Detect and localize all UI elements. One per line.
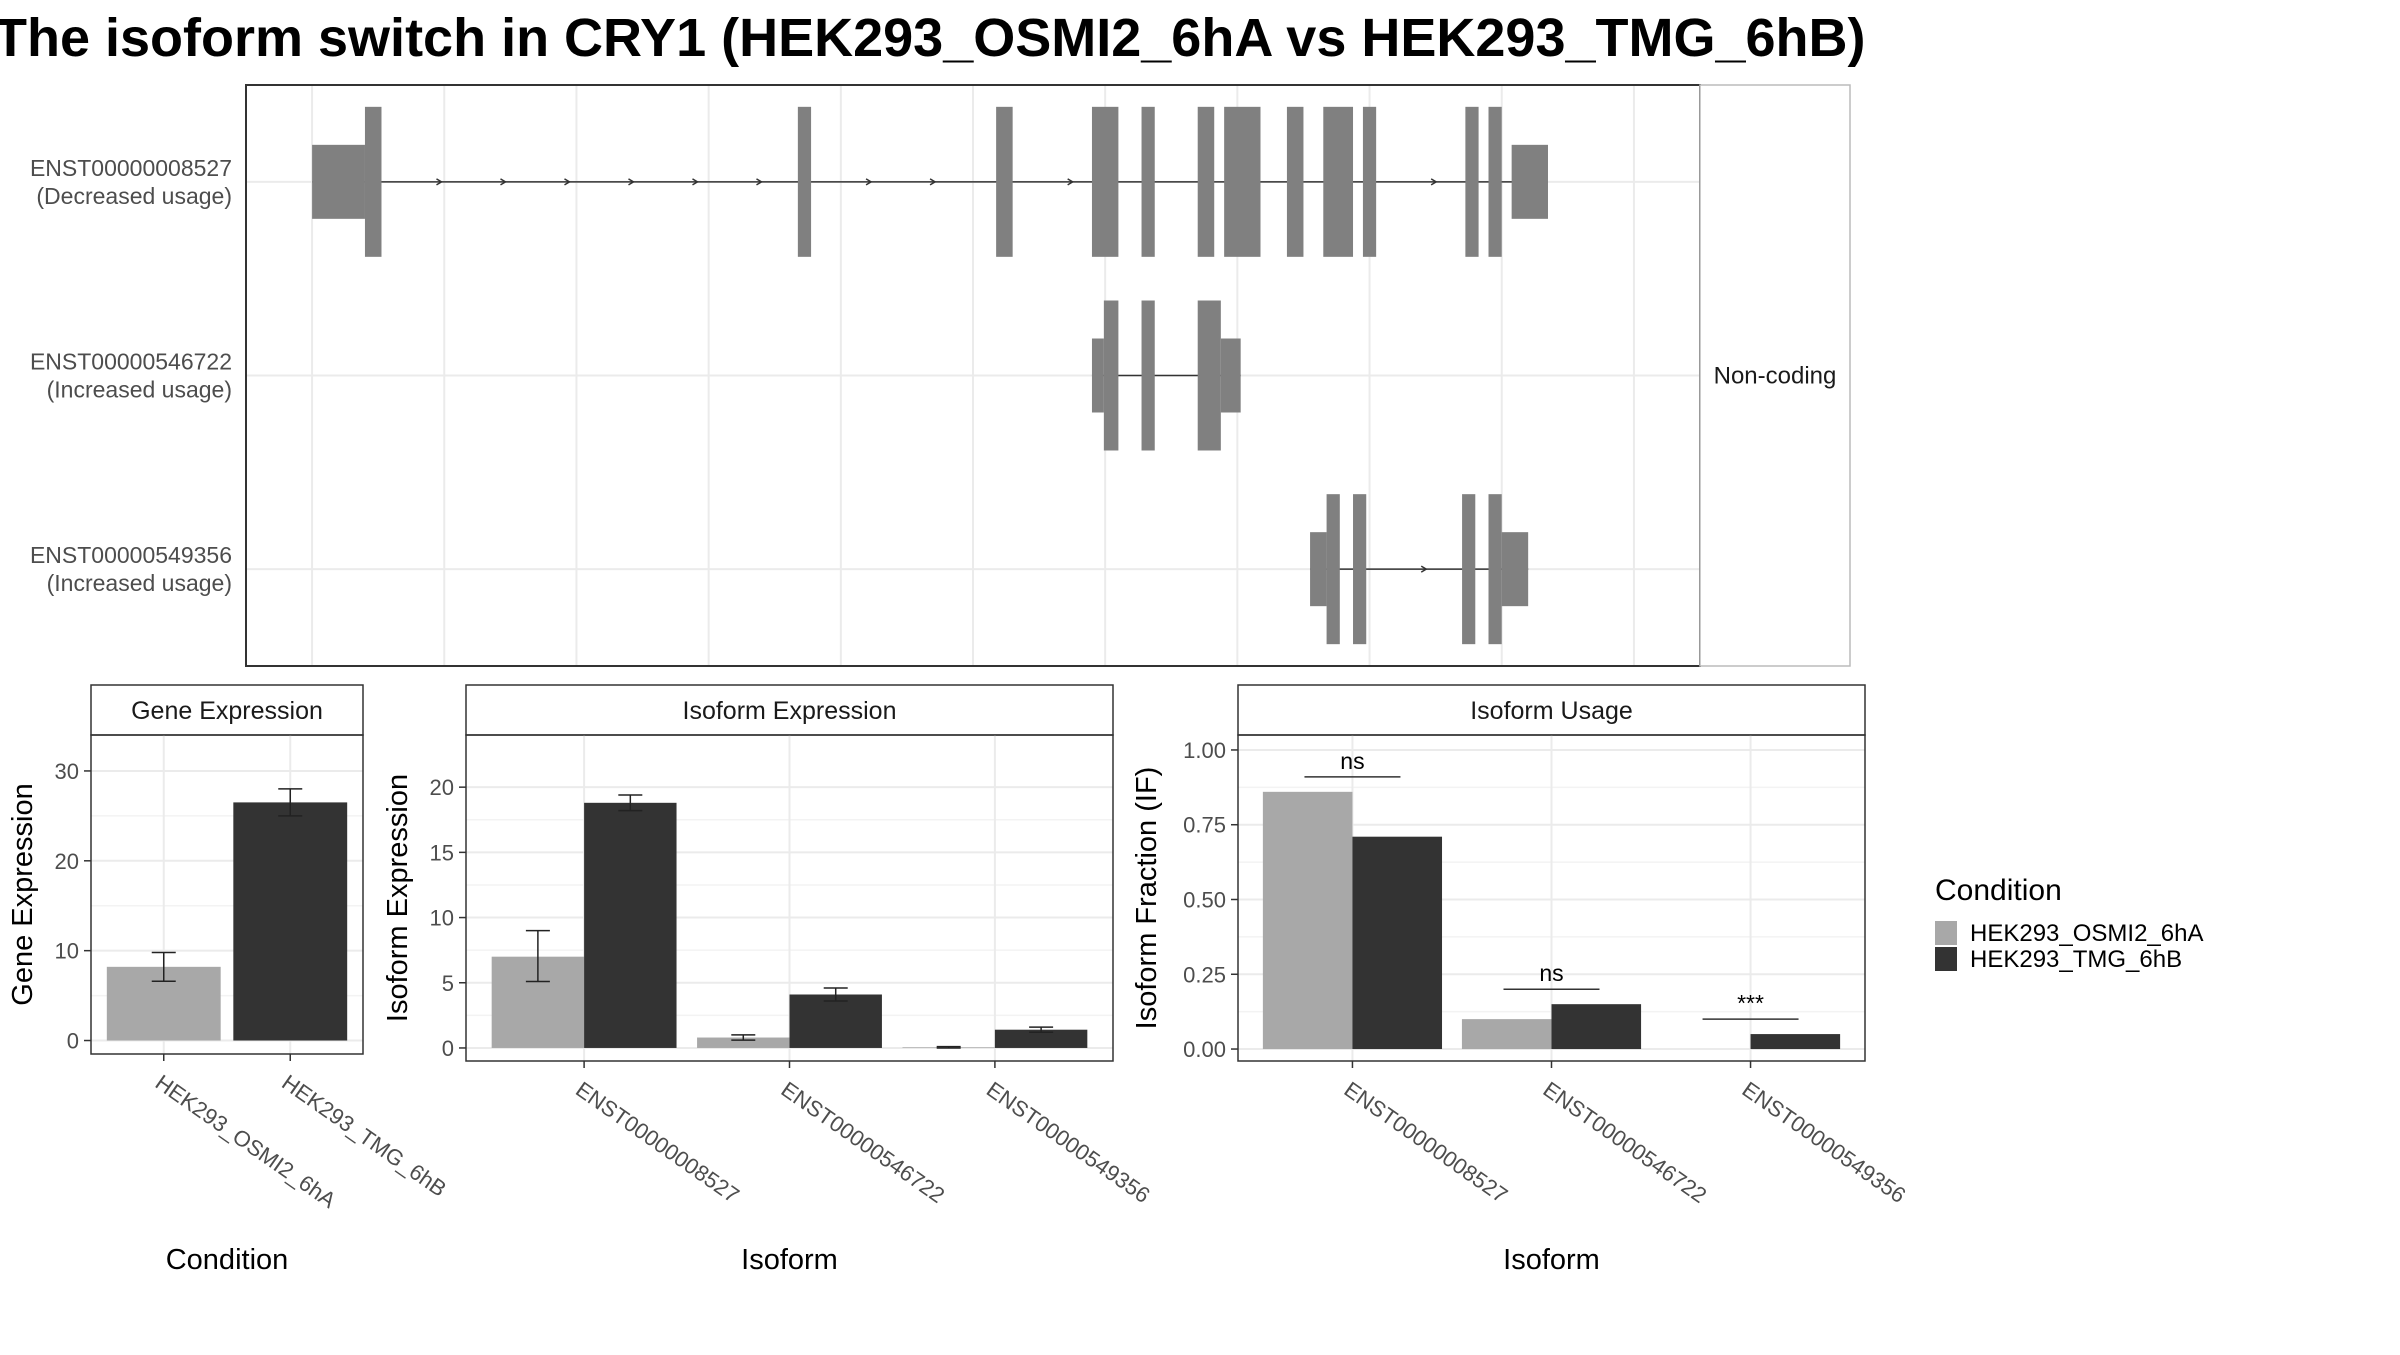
exon (1197, 106, 1215, 257)
exon (996, 106, 1013, 257)
transcript-label: ENST00000546722 (30, 349, 232, 375)
y-tick-label: 30 (55, 759, 79, 784)
exon (1465, 106, 1479, 257)
transcript-usage-label: (Decreased usage) (36, 183, 232, 209)
bar (1262, 791, 1353, 1050)
exon (1224, 106, 1261, 257)
x-axis-title: Condition (166, 1244, 289, 1276)
exon (1353, 494, 1367, 645)
transcript-label: ENST00000549356 (30, 542, 232, 568)
significance-label: ns (1340, 748, 1364, 774)
facet-label: Non-coding (1714, 363, 1837, 390)
significance-label: ns (1539, 960, 1563, 986)
x-tick-label: ENST00000008527 (1340, 1077, 1513, 1208)
exon (1091, 106, 1119, 257)
intron-arrow (1067, 178, 1075, 186)
exon (1362, 106, 1377, 257)
intron-arrow (1430, 178, 1438, 186)
x-tick-label: ENST00000546722 (1539, 1077, 1712, 1208)
y-tick-label: 0.75 (1183, 813, 1226, 838)
intron-arrow (500, 178, 507, 186)
panel-title: Isoform Expression (683, 697, 897, 725)
y-tick-label: 0.25 (1183, 962, 1226, 987)
panel-title: Isoform Usage (1470, 697, 1633, 725)
intron-arrow (628, 178, 635, 186)
y-axis-title: Isoform Expression (382, 774, 414, 1022)
transcript-usage-label: (Increased usage) (47, 377, 232, 403)
bar (789, 994, 882, 1048)
x-tick-label: ENST00000549356 (982, 1077, 1155, 1208)
y-tick-label: 20 (55, 849, 79, 874)
exon (364, 106, 382, 257)
intron-arrow (692, 178, 699, 186)
intron-arrow (564, 178, 571, 186)
exon (1310, 532, 1327, 607)
exon (1323, 106, 1354, 257)
y-tick-label: 20 (430, 775, 454, 800)
bar (1750, 1034, 1841, 1050)
y-axis-title: Gene Expression (7, 783, 39, 1005)
y-tick-label: 10 (55, 939, 79, 964)
legend-title: Condition (1935, 874, 2062, 907)
exon (1141, 300, 1155, 451)
bar (1551, 1004, 1642, 1050)
x-tick-label: ENST00000546722 (777, 1077, 950, 1208)
y-tick-label: 0.50 (1183, 887, 1226, 912)
exon (1286, 106, 1304, 257)
y-tick-label: 0 (67, 1029, 79, 1054)
bar (1461, 1019, 1552, 1050)
panel-border (90, 734, 364, 1055)
intron-arrow (865, 178, 873, 186)
bar (584, 802, 677, 1048)
exon (1103, 300, 1119, 451)
exon (1511, 144, 1548, 219)
exon (1326, 494, 1340, 645)
x-axis-title: Isoform (741, 1244, 838, 1276)
exon (1091, 338, 1104, 413)
legend-label: HEK293_OSMI2_6hA (1970, 920, 2203, 947)
chart-title: The isoform switch in CRY1 (HEK293_OSMI2… (0, 8, 1866, 68)
exon (1462, 494, 1476, 645)
y-tick-label: 1.00 (1183, 738, 1226, 763)
y-tick-label: 10 (430, 906, 454, 931)
x-tick-label: ENST00000549356 (1738, 1077, 1911, 1208)
bar (1352, 836, 1443, 1050)
x-tick-label: ENST00000008527 (571, 1077, 744, 1208)
transcript-usage-label: (Increased usage) (47, 570, 232, 596)
intron-arrow (756, 178, 763, 186)
significance-label: *** (1737, 990, 1764, 1016)
bar (994, 1029, 1088, 1048)
exon (1197, 300, 1221, 451)
intron-arrow (929, 178, 937, 186)
panel-title: Gene Expression (131, 697, 323, 725)
y-tick-label: 15 (430, 840, 454, 865)
bar (697, 1037, 790, 1048)
exon (1488, 106, 1502, 257)
exon (1501, 532, 1529, 607)
intron-arrow (436, 178, 443, 186)
y-tick-label: 5 (442, 971, 454, 996)
transcript-label: ENST00000008527 (30, 155, 232, 181)
exon (312, 144, 365, 219)
exon (1220, 338, 1241, 413)
legend-swatch (1935, 947, 1957, 971)
legend-label: HEK293_TMG_6hB (1970, 946, 2182, 973)
panel-strip (465, 684, 1114, 736)
facet-strip (1699, 84, 1851, 667)
exon (797, 106, 812, 257)
intron-arrow (1420, 565, 1428, 573)
y-tick-label: 0 (442, 1036, 454, 1061)
x-axis-title: Isoform (1503, 1244, 1600, 1276)
bar (233, 802, 348, 1041)
legend-swatch (1935, 921, 1957, 945)
y-axis-title: Isoform Fraction (IF) (1131, 767, 1163, 1030)
exon (1141, 106, 1155, 257)
exon (1488, 494, 1502, 645)
y-tick-label: 0.00 (1183, 1037, 1226, 1062)
